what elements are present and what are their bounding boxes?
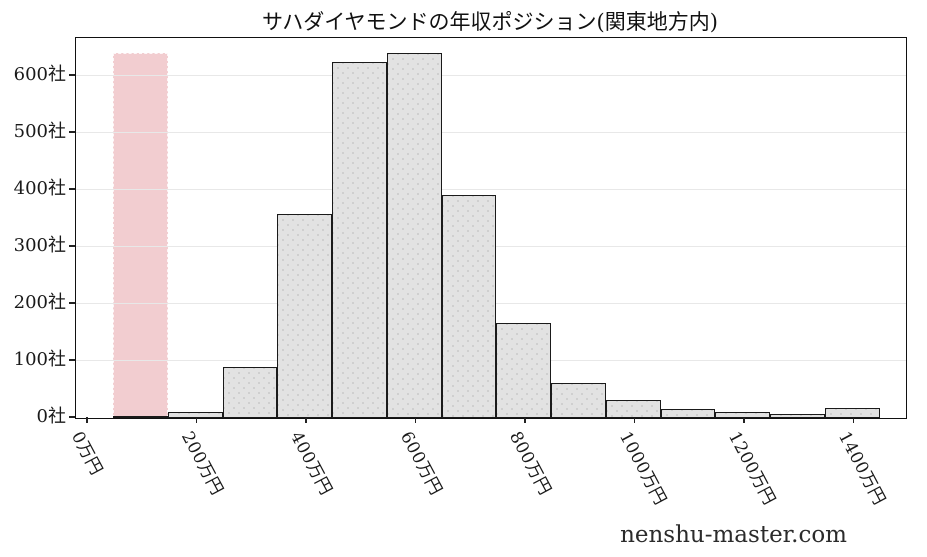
histogram-bar (222, 366, 278, 418)
highlight-band (113, 52, 168, 418)
grid-line (76, 189, 906, 191)
y-tick (69, 359, 75, 361)
x-tick-label: 200万円 (176, 428, 227, 499)
histogram-bar (770, 414, 825, 418)
y-tick (69, 416, 75, 418)
y-tick-label: 300社 (13, 235, 66, 257)
histogram-bar (113, 416, 168, 418)
y-tick (69, 302, 75, 304)
x-tick-label: 1000万円 (614, 428, 670, 509)
plot-area (75, 37, 907, 419)
histogram-bar (824, 408, 880, 418)
x-tick (743, 417, 745, 423)
y-tick (69, 245, 75, 247)
histogram-bar (167, 412, 223, 418)
y-tick-label: 400社 (13, 178, 66, 200)
x-tick-label: 0万円 (66, 428, 107, 479)
x-tick (86, 417, 88, 423)
histogram-bar (386, 53, 442, 418)
histogram-bar (441, 195, 497, 418)
x-tick (305, 417, 307, 423)
x-tick (633, 417, 636, 423)
y-tick-label: 600社 (13, 64, 66, 86)
histogram-bar (496, 323, 552, 418)
grid-line (76, 132, 906, 134)
histogram-bar (277, 214, 333, 418)
histogram-bar (551, 382, 606, 418)
x-tick-label: 400万円 (285, 428, 336, 499)
histogram-bar (605, 399, 661, 418)
y-tick (69, 188, 75, 190)
y-tick-label: 100社 (13, 349, 66, 371)
x-tick-label: 1400万円 (833, 428, 889, 509)
x-tick (852, 417, 855, 423)
x-tick (195, 417, 198, 423)
y-tick-label: 0社 (36, 406, 66, 427)
grid-line (76, 75, 906, 77)
x-tick (414, 417, 417, 423)
watermark: nenshu-master.com (620, 522, 847, 548)
x-tick-label: 800万円 (504, 428, 555, 499)
histogram-bar (660, 408, 716, 418)
x-tick-label: 1200万円 (723, 428, 780, 509)
y-tick-label: 500社 (13, 121, 66, 143)
histogram-bar (715, 412, 771, 418)
chart-title: サハダイヤモンドの年収ポジション(関東地方内) (262, 10, 718, 34)
y-tick (69, 74, 75, 76)
y-tick-label: 200社 (13, 292, 66, 314)
x-tick-label: 600万円 (395, 428, 446, 499)
y-tick (69, 131, 75, 133)
x-tick (524, 417, 526, 423)
histogram-bar (332, 61, 387, 418)
